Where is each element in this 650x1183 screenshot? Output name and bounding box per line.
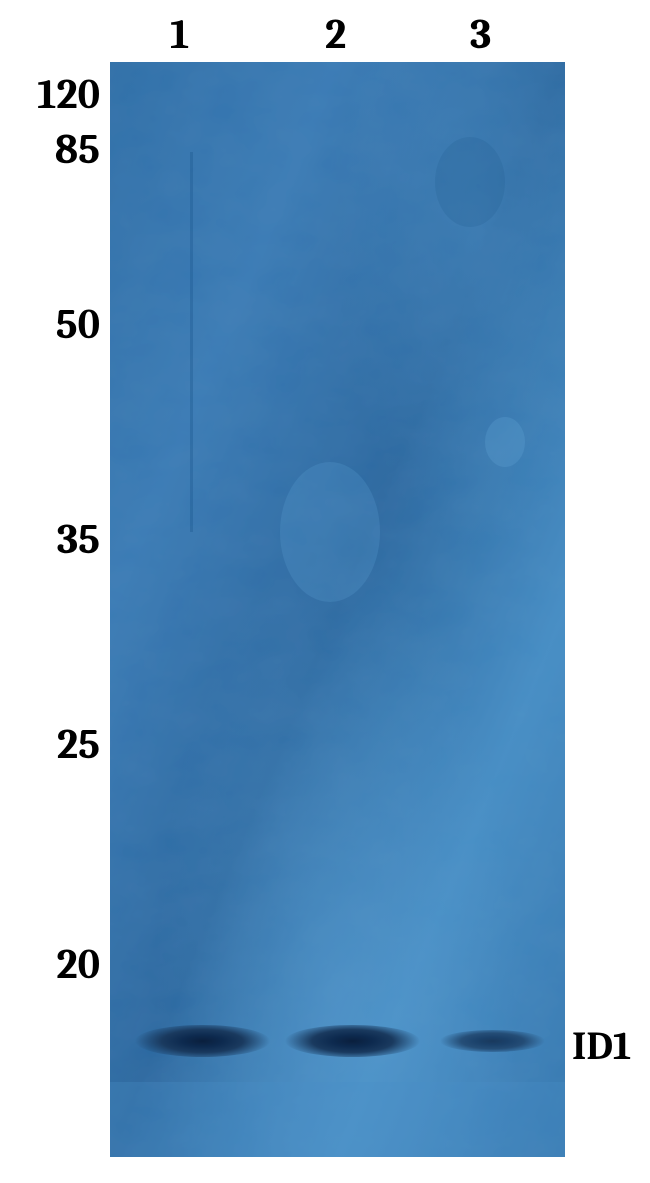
band-lane-3	[440, 1030, 545, 1052]
lane-label-1: 1	[170, 10, 189, 59]
band-lane-2	[285, 1025, 420, 1057]
blot-background	[110, 62, 565, 1157]
lane-label-2: 2	[325, 10, 346, 59]
mw-marker-25: 25	[0, 720, 100, 769]
protein-label: ID1	[572, 1023, 631, 1069]
mw-marker-120: 120	[0, 70, 100, 119]
mw-marker-35: 35	[0, 515, 100, 564]
lane-label-3: 3	[470, 10, 491, 59]
blot-membrane	[110, 62, 565, 1157]
figure-container: 1 2 3 120 85 50 35 25 20 ID1	[0, 0, 650, 1183]
mw-marker-85: 85	[0, 125, 100, 174]
mw-marker-20: 20	[0, 940, 100, 989]
band-lane-1	[135, 1025, 270, 1057]
mw-marker-50: 50	[0, 300, 100, 349]
